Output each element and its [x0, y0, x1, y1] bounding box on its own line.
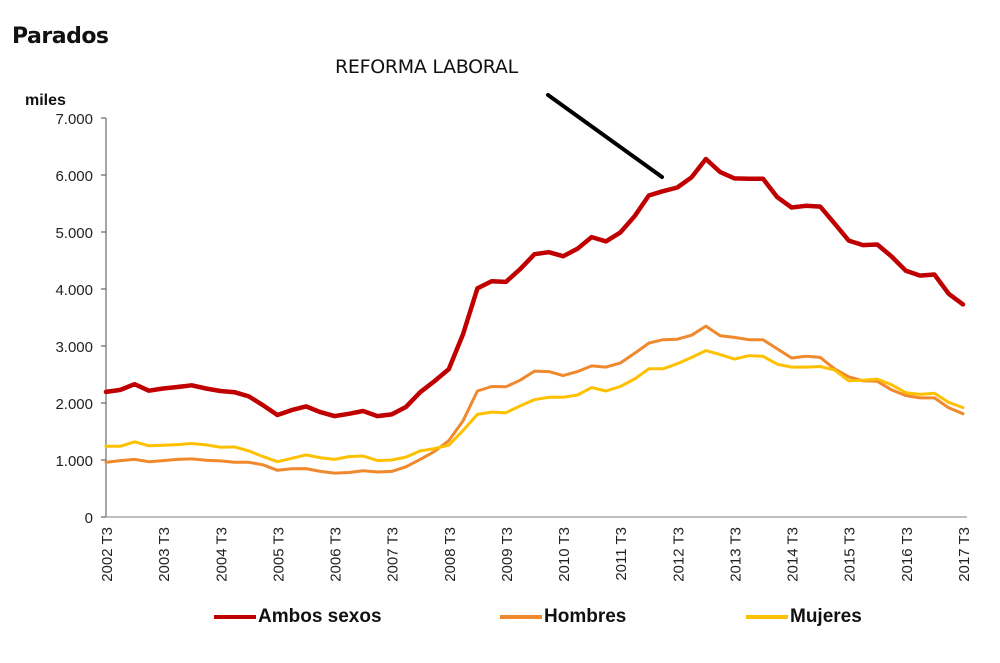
x-tick-label: 2010 T3: [556, 527, 573, 582]
x-tick-label: 2009 T3: [499, 527, 516, 582]
x-tick-label: 2015 T3: [842, 527, 859, 582]
series-line-mujeres: [104, 349, 965, 464]
annotation-label: REFORMA LABORAL: [335, 56, 518, 78]
axes: 0 1.000 2.000 3.000 4.000 5.000 6.000 7.000 2002…: [55, 111, 973, 582]
y-tick-label: 7.000: [55, 111, 93, 128]
y-tick-label: 6.000: [55, 168, 93, 185]
legend-swatch: [214, 615, 256, 619]
series-lines: [103, 156, 966, 475]
x-tick-label: 2002 T3: [99, 527, 116, 582]
x-tick-label: 2017 T3: [956, 527, 973, 582]
y-axis-unit-label: miles: [25, 92, 66, 109]
y-tick-label: 1.000: [55, 453, 93, 470]
x-tick-label: 2008 T3: [442, 527, 459, 582]
x-tick-label: 2007 T3: [385, 527, 402, 582]
x-tick-label: 2013 T3: [727, 527, 744, 582]
x-tick-label: 2003 T3: [156, 527, 173, 582]
legend-item-hombres: Hombres: [500, 606, 626, 628]
legend-swatch: [500, 615, 542, 619]
legend-label: Ambos sexos: [258, 606, 382, 627]
y-tick-label: 4.000: [55, 282, 93, 299]
x-tick-label: 2005 T3: [270, 527, 287, 582]
legend-item-ambos-sexos: Ambos sexos: [214, 606, 382, 628]
x-tick-label: 2014 T3: [785, 527, 802, 582]
legend-label: Hombres: [544, 606, 627, 627]
legend-label: Mujeres: [790, 606, 862, 627]
y-tick-label: 3.000: [55, 339, 93, 356]
x-tick-label: 2006 T3: [328, 527, 345, 582]
y-tick-label: 2.000: [55, 396, 93, 413]
annotation-arrow: [546, 93, 664, 179]
series-line-hombres: [104, 324, 965, 475]
legend-item-mujeres: Mujeres: [746, 606, 862, 628]
x-tick-label: 2012 T3: [670, 527, 687, 582]
chart-title: Parados: [12, 24, 109, 49]
y-tick-label: 0: [85, 510, 93, 527]
x-tick-label: 2016 T3: [899, 527, 916, 582]
x-tick-label: 2004 T3: [213, 527, 230, 582]
series-line-ambos-sexos: [103, 156, 966, 419]
y-tick-label: 5.000: [55, 225, 93, 242]
legend-swatch: [746, 615, 788, 619]
x-tick-label: 2011 T3: [613, 527, 630, 581]
